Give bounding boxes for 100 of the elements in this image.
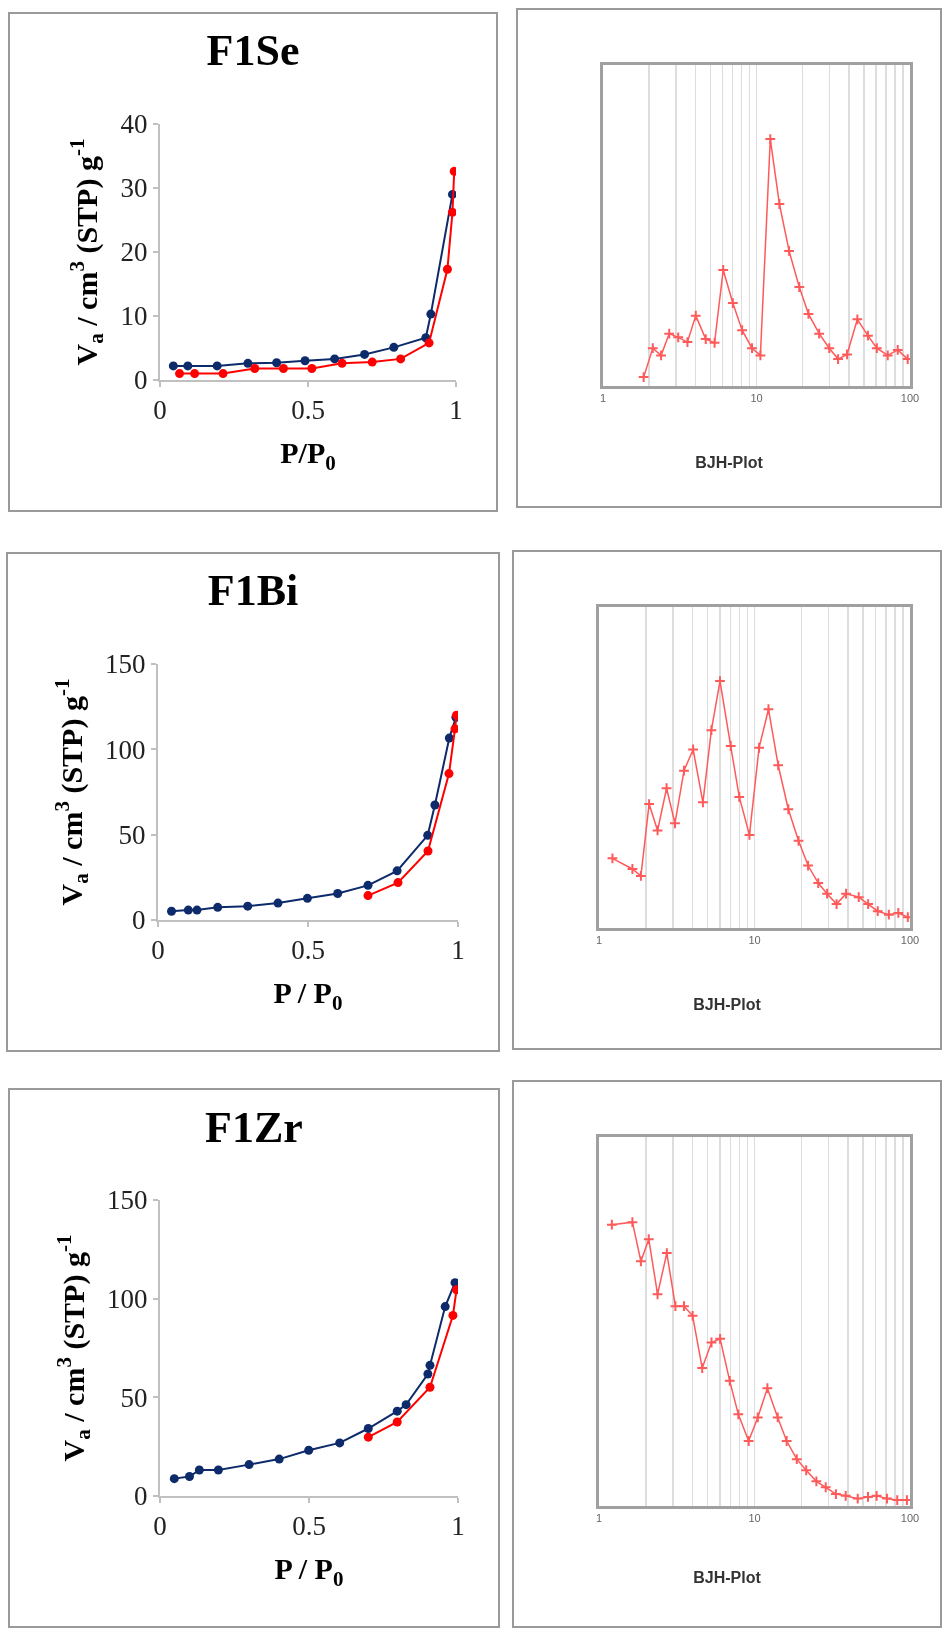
point [830,898,843,910]
point [669,817,681,830]
point [392,1417,402,1427]
point [302,893,312,903]
x-tick-label: 0 [153,1511,167,1542]
point [450,724,458,734]
point [444,733,454,743]
point [773,198,786,210]
x-tick-label: 1 [599,392,607,405]
point [212,361,222,371]
x-tick-label: 1 [451,1511,465,1542]
point [363,880,373,890]
chart-title: F1Bi [207,565,299,615]
point [273,898,283,908]
point [426,309,436,319]
point [891,344,904,356]
point [168,361,178,371]
x-axis-title: P/P$_{0}$ [280,436,336,475]
x-tick-label: 100 [900,392,920,405]
y-tick-label: 150 [107,1185,148,1216]
point [274,1454,284,1464]
point [423,830,433,840]
y-tick-label: 40 [120,109,148,140]
y-tick-label: 20 [120,237,148,268]
point [423,1369,433,1379]
point [851,313,864,326]
point [802,308,815,320]
y-tick-label: 10 [120,301,148,332]
point [307,363,317,373]
point [330,354,340,364]
y-tick-label: 150 [105,649,146,680]
x-tick-label: 0 [153,395,167,426]
point [175,369,185,379]
point [813,327,826,340]
x-tick-label: 100 [900,1512,920,1525]
point [169,1474,179,1484]
point [194,1465,204,1475]
point [335,1438,345,1448]
point [218,369,228,379]
point [821,887,833,900]
point [392,1406,402,1416]
text: BJH-Plot [693,1568,762,1586]
point [337,358,347,368]
x-axis-title: P / P$_{0}$ [274,1552,344,1591]
point [243,901,253,911]
point [782,803,795,816]
y-tick-label: 50 [120,1382,148,1413]
y-tick-label: 100 [105,734,146,765]
point [360,349,370,359]
point [832,353,844,365]
point [442,264,452,274]
point [185,1471,194,1481]
point [841,348,853,361]
point [762,703,775,716]
point [333,889,343,899]
point [423,846,433,856]
chart-title: F1Se [206,25,300,75]
y-tick-label: 100 [107,1284,148,1315]
x-tick-label: 100 [900,934,920,947]
x-tick-label: 10 [748,934,761,947]
point [689,309,702,322]
point [448,1310,458,1320]
point [396,354,406,364]
point [772,759,785,772]
point [278,363,288,373]
chart-title: F1Zr [205,1103,303,1153]
point [300,356,310,366]
point [764,133,777,145]
point [717,264,730,276]
point [190,369,200,379]
point [726,297,739,309]
point [444,769,454,779]
point [363,1424,373,1434]
y-tick-label: 50 [118,820,146,851]
x-tick-label: 10 [748,1512,761,1525]
x-tick-label: 1 [449,395,463,426]
point [243,358,253,368]
point [840,887,852,900]
point [424,338,434,348]
text: BJH-Plot [695,453,764,471]
point [753,741,765,754]
point [250,363,260,373]
point [304,1445,314,1455]
point [783,245,795,257]
point [430,800,440,810]
text: BJH-Plot [693,995,762,1013]
point [167,906,176,916]
point [272,358,282,368]
x-tick-label: 1 [451,935,465,966]
point [862,329,874,342]
point [881,349,894,362]
point [363,891,373,901]
x-tick-label: 1 [595,1512,603,1525]
point [754,349,767,362]
point [802,859,814,872]
point [793,281,806,293]
point [363,1432,373,1442]
point [401,1400,411,1410]
point [213,902,223,912]
point [389,342,399,352]
